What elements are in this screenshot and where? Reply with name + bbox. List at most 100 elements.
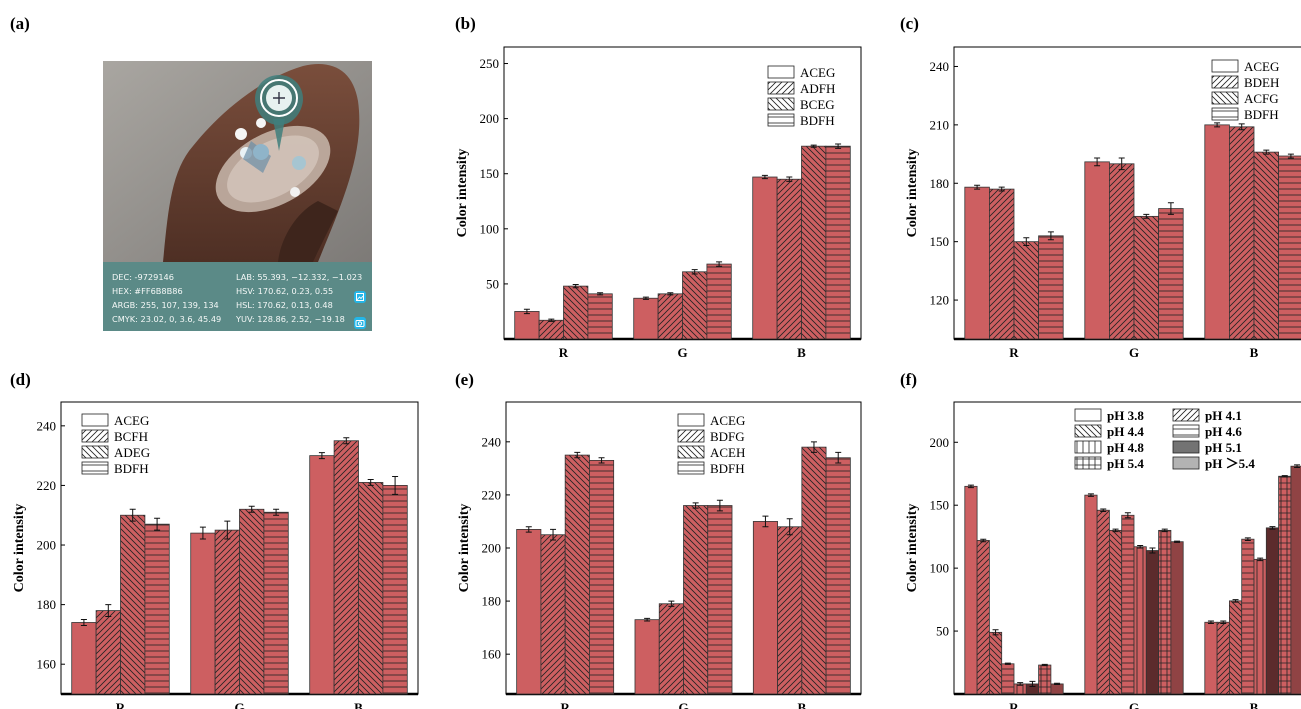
error-bar [1112,528,1119,533]
legend-swatch [1211,91,1239,105]
y-tick-label: 150 [930,234,950,249]
y-tick-label: 160 [482,647,502,662]
bar-B-pH4.6 [1241,538,1255,695]
camera-icon[interactable] [354,317,366,329]
legend-label: ACEH [710,445,745,460]
readout-yuv: YUV: 128.86, 2.52, −19.18 [236,314,345,324]
error-bar [992,629,999,636]
bar-R-pH5.4 [1038,664,1052,695]
bar-B-pH4.1 [1216,621,1230,695]
readout-hex: HEX: #FF6B8B86 [112,286,183,296]
bar-B-pH4.4 [1229,600,1243,695]
y-tick-label: 150 [480,166,500,181]
bar-R-BDFH [144,523,170,695]
legend-swatch [1172,424,1200,438]
bar-G-BDFH [706,263,732,340]
bar-B-pH5.4 [1278,475,1292,695]
bar-B-ADEG [358,482,384,695]
y-tick-label: 250 [480,56,500,71]
legend-label: BDFH [800,113,835,128]
legend-swatch [1074,424,1102,438]
x-tick-label: G [678,700,688,709]
x-tick-label: G [1129,345,1139,360]
legend-swatch [81,429,109,443]
bar-G-pH5.4 [1158,529,1172,695]
bar-B-BDFH [382,485,408,695]
bar-R-pH4.4 [989,631,1003,695]
bar-B-pH5.1 [1265,527,1280,695]
error-bar [810,144,817,148]
bar-R-ACEG [514,311,540,340]
error-bar [691,269,698,275]
bar-R-BCFH [95,610,121,695]
y-tick-label: 200 [480,111,500,126]
y-tick-label: 150 [930,498,950,513]
error-bar [367,478,374,486]
error-bar [716,499,723,512]
map-pin-icon [255,75,303,151]
error-bar [129,508,136,522]
error-bar [597,292,604,296]
y-tick-label: 240 [930,59,950,74]
error-bar [1220,620,1227,625]
error-bar [1017,682,1024,686]
bar-R-BDFH [1038,235,1064,340]
legend-label: BDFH [1244,107,1279,122]
x-tick-label: R [559,345,569,360]
error-bar [1047,231,1054,241]
y-tick-label: 240 [482,434,502,449]
image-icon[interactable] [354,291,366,303]
legend-label: BCEG [800,97,835,112]
legend-label: ACEG [1244,59,1279,74]
legend-label: pH ＞5.4 [1205,456,1255,471]
error-bar [786,518,793,536]
error-bar [224,520,231,540]
legend-swatch [1211,75,1239,89]
legend-swatch [677,461,705,475]
x-tick-label: B [797,345,806,360]
y-tick-label: 220 [37,478,57,493]
error-bar [154,517,161,531]
readout-cmyk: CMYK: 23.02, 0, 3.6, 45.49 [112,314,222,324]
error-bar [1174,540,1181,543]
error-bar [1161,528,1168,533]
error-bar [762,515,769,528]
error-bar [692,502,699,509]
x-tick-label: R [1009,345,1019,360]
error-bar [974,184,981,190]
legend-label: ACFG [1244,91,1279,106]
error-bar [1087,493,1094,497]
error-bar [1232,599,1239,603]
error-bar [667,292,674,296]
bar-B-BDFH [825,457,851,695]
readout-dec: DEC: -9729146 [112,272,174,282]
bar-G-ACFG [1133,215,1160,340]
error-bar [642,296,649,300]
bar-B-pH3.8 [1204,621,1218,695]
legend-swatch [1172,440,1200,454]
x-tick-label: B [1250,345,1259,360]
legend-label: ADFH [800,81,835,96]
error-bar [1167,202,1174,215]
legend-label: pH 5.4 [1107,456,1144,471]
error-bar [598,457,605,464]
error-bar [1124,512,1131,519]
bar-B-pH4.8 [1253,558,1267,695]
legend-label: BDFH [114,461,149,476]
error-bar [572,283,579,289]
legend-swatch [1074,456,1102,470]
bar-G-ACEH [683,505,709,695]
bar-G-BCEG [682,271,708,340]
error-bar [1100,508,1107,512]
legend-swatch [1074,440,1102,454]
error-bar [761,174,768,180]
error-bar [1287,153,1294,159]
legend-label: ACEG [114,413,149,428]
legend-swatch [677,445,705,459]
error-bar [1281,475,1288,478]
legend-label: BDEH [1244,75,1279,90]
panel-label-b: (b) [455,14,476,33]
y-tick-label: 50 [936,624,949,639]
legend-swatch [81,413,109,427]
x-tick-label: R [116,700,126,709]
